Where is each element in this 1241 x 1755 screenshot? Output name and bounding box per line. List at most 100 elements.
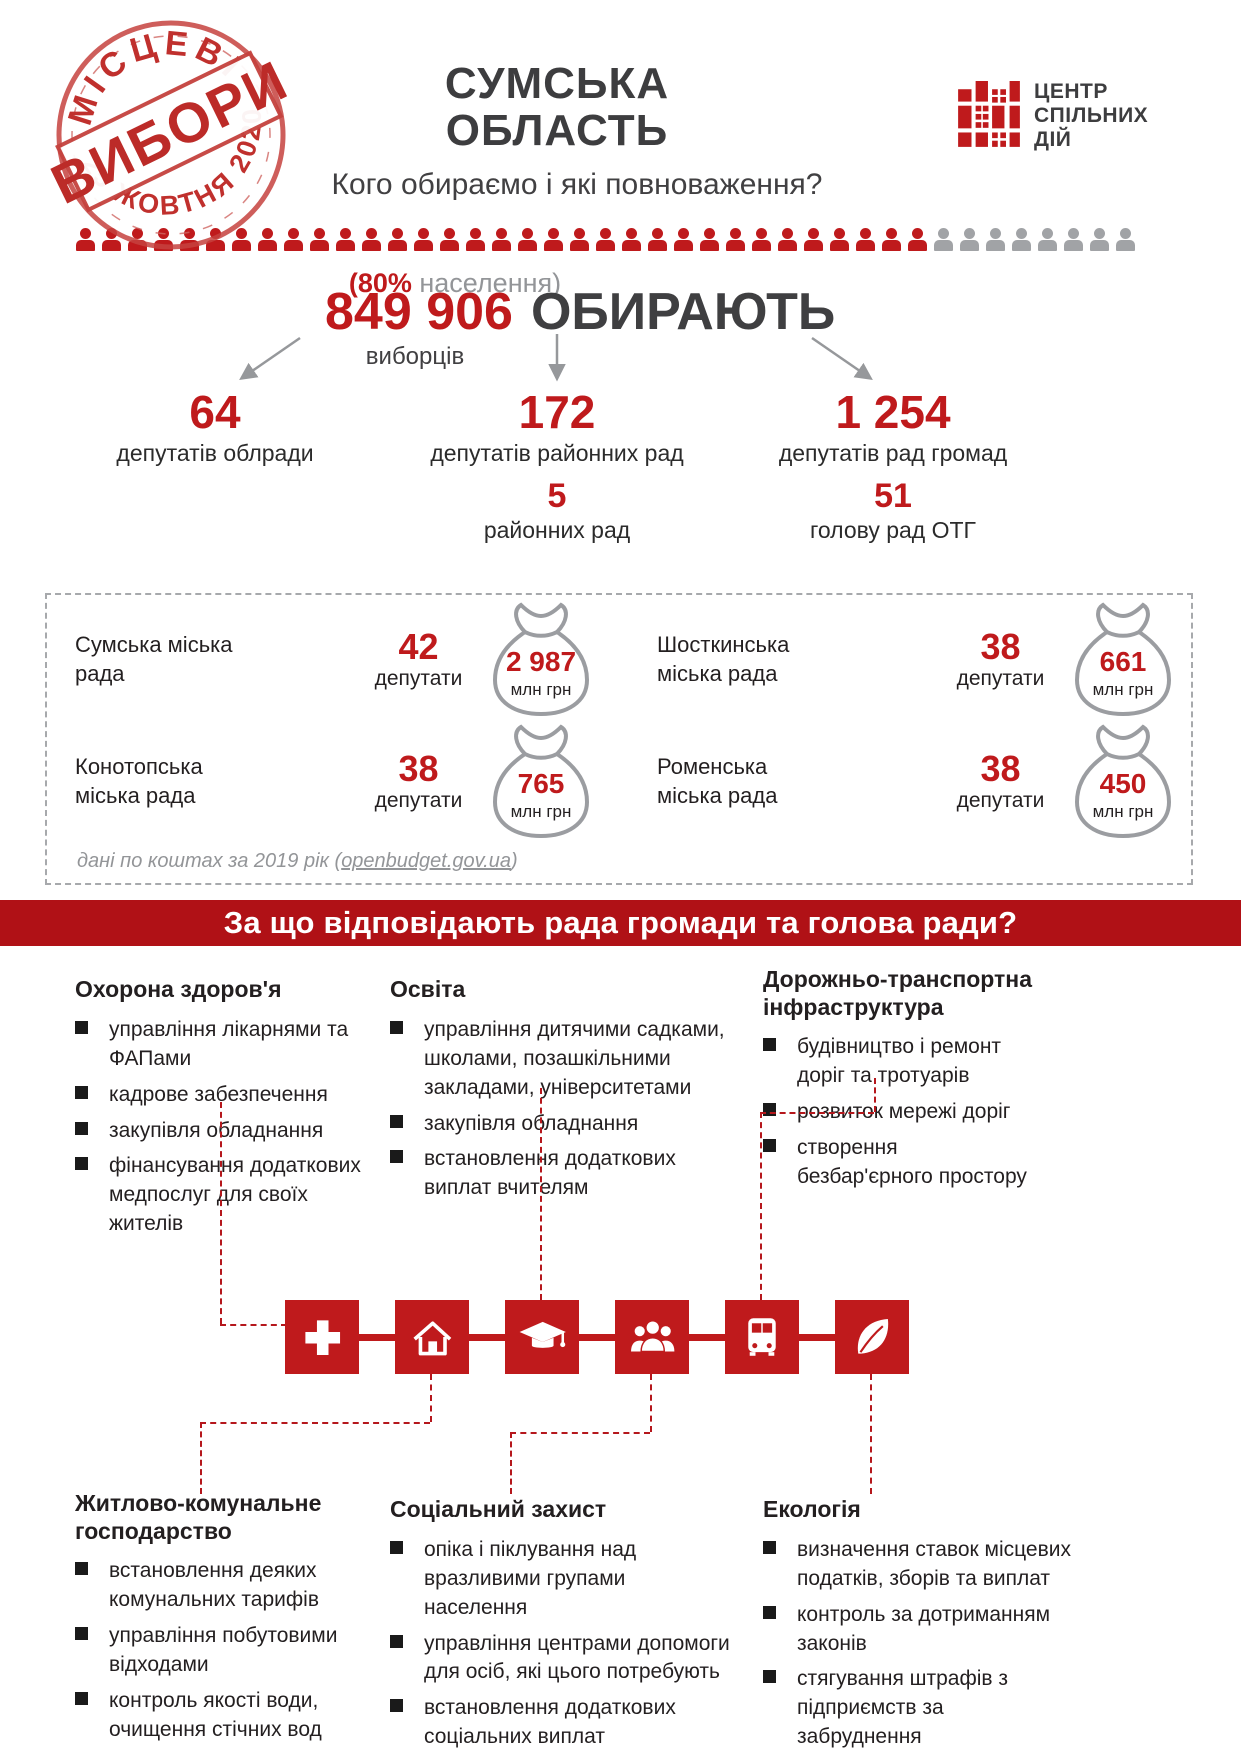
branch-oblast-council: 64 депутатів облради [85,388,345,467]
budget-unit: млн грн [1092,802,1154,821]
person-icon [959,228,979,251]
icon-connector [799,1333,835,1341]
branch-hromada-councils: 1 254 депутатів рад громад 51 голову рад… [740,388,1046,544]
budget-amount: 2 987 [505,646,577,677]
connector-line [430,1374,432,1422]
bullet-item: контроль за дотриманням законів [763,1601,1073,1659]
connector-line [760,1112,762,1300]
bullet-item: встановлення додаткових виплат вчителям [390,1145,730,1203]
person-icon [1037,228,1057,251]
council-name: Сумська міська рада [75,632,233,686]
branch-sub-label: районних рад [483,517,631,544]
person-icon [101,228,121,251]
connector-line [220,1324,287,1326]
person-icon [387,228,407,251]
section-housing-utilities: Житлово-комунальне господарство встановл… [75,1490,375,1752]
person-icon [413,228,433,251]
connector-line [510,1432,512,1494]
council-deputies: 42 депутати [366,629,471,691]
budget-unit: млн грн [1092,680,1154,699]
branch-number: 172 [518,386,596,438]
connector-line [874,1078,876,1112]
bullet-item: встановлення додаткових соціальних випла… [390,1694,730,1752]
person-icon [543,228,563,251]
person-icon [881,228,901,251]
icon-connector [579,1333,615,1341]
bullet-item: управління лікарнями та ФАПами [75,1016,365,1074]
person-icon [725,228,745,251]
branch-label: депутатів облради [116,440,314,467]
person-icon [517,228,537,251]
money-bag-icon: 765 млн грн [485,722,597,842]
person-icon [933,228,953,251]
openbudget-link[interactable]: openbudget.gov.ua [341,850,511,872]
branch-number: 64 [189,386,241,438]
budget-amount: 450 [1099,768,1147,799]
person-icon [309,228,329,251]
bullet-item: управління дитячими садками, школами, по… [390,1016,730,1103]
medical-cross-icon [285,1300,359,1374]
responsibility-icons [285,1300,909,1374]
banner-question: За що відповідають рада громади та голов… [223,905,1018,940]
connector-line [870,1374,872,1494]
person-icon [621,228,641,251]
bullet-item: закупівля обладнання [390,1110,730,1139]
bullet-item: встановлення деяких комунальних тарифів [75,1557,375,1615]
person-icon [257,228,277,251]
percent-line: (80% населення) [255,268,655,299]
logo-line1: ЦЕНТР [1034,80,1108,103]
people-group-icon [615,1300,689,1374]
section-ecology: Екологія визначення ставок місцевих пода… [763,1496,1073,1755]
branch-number: 1 254 [835,386,951,438]
footnote-prefix: дані по коштах за 2019 рік ( [77,850,342,872]
person-icon [283,228,303,251]
council-deputies: 38 депутати [366,751,471,813]
section-education: Освіта управління дитячими садками, школ… [390,976,730,1210]
section-healthcare: Охорона здоров'я управління лікарнями та… [75,976,365,1246]
person-icon [751,228,771,251]
leaf-icon [835,1300,909,1374]
connector-line [200,1422,430,1424]
bullet-item: кадрове забезпечення [75,1081,365,1110]
region-line1: СУМСЬКА [444,59,670,108]
bullet-item: визначення ставок місцевих податків, збо… [763,1536,1073,1594]
money-bag-icon: 2 987 млн грн [485,600,597,720]
election-stamp: МІСЦЕВІ 25 ЖОВТНЯ 2020 ВИБОРИ [46,10,296,250]
percent-note: населення) [411,268,562,298]
voters-count: 849 906 [325,283,513,341]
person-icon [907,228,927,251]
council-deputies: 38 депутати [948,629,1053,691]
person-icon [439,228,459,251]
person-icon [1089,228,1109,251]
logo-line2: СПІЛЬНИХ [1034,104,1149,128]
budget-amount: 661 [1099,646,1147,677]
city-councils-grid: Сумська міська рада 42 депутати 2 987 мл… [75,599,1179,843]
person-icon [1115,228,1135,251]
person-icon [595,228,615,251]
branch-label: депутатів рад громад [778,440,1008,467]
connector-line [650,1374,652,1432]
deputies-label: депутати [956,789,1045,812]
budget-footnote: дані по коштах за 2019 рік (openbudget.g… [77,850,518,873]
person-icon [985,228,1005,251]
page-subtitle: Кого обираємо і які повноваження? [331,168,823,201]
person-icon [673,228,693,251]
council-name: Конотопська міська рада [75,754,203,808]
graduation-cap-icon [505,1300,579,1374]
bullet-item: управління центрами допомоги для осіб, я… [390,1630,730,1688]
connector-line [760,1112,874,1114]
person-icon [75,228,95,251]
person-icon [829,228,849,251]
city-councils-box: Сумська міська рада 42 депутати 2 987 мл… [45,593,1193,885]
council-deputies: 38 депутати [948,751,1053,813]
person-icon [491,228,511,251]
bullet-item: опіка і піклування над вразливими групам… [390,1536,730,1623]
branch-sub-label: голову рад ОТГ [809,517,977,544]
connector-line [200,1422,202,1494]
section-bullets: управління лікарнями та ФАПами кадрове з… [75,1016,365,1240]
section-bullets: опіка і піклування над вразливими групам… [390,1536,730,1753]
section-social-protection: Соціальний захист опіка і піклування над… [390,1496,730,1755]
section-bullets: будівництво і ремонт доріг та тротуарів … [763,1033,1033,1192]
section-bullets: встановлення деяких комунальних тарифів … [75,1557,375,1745]
